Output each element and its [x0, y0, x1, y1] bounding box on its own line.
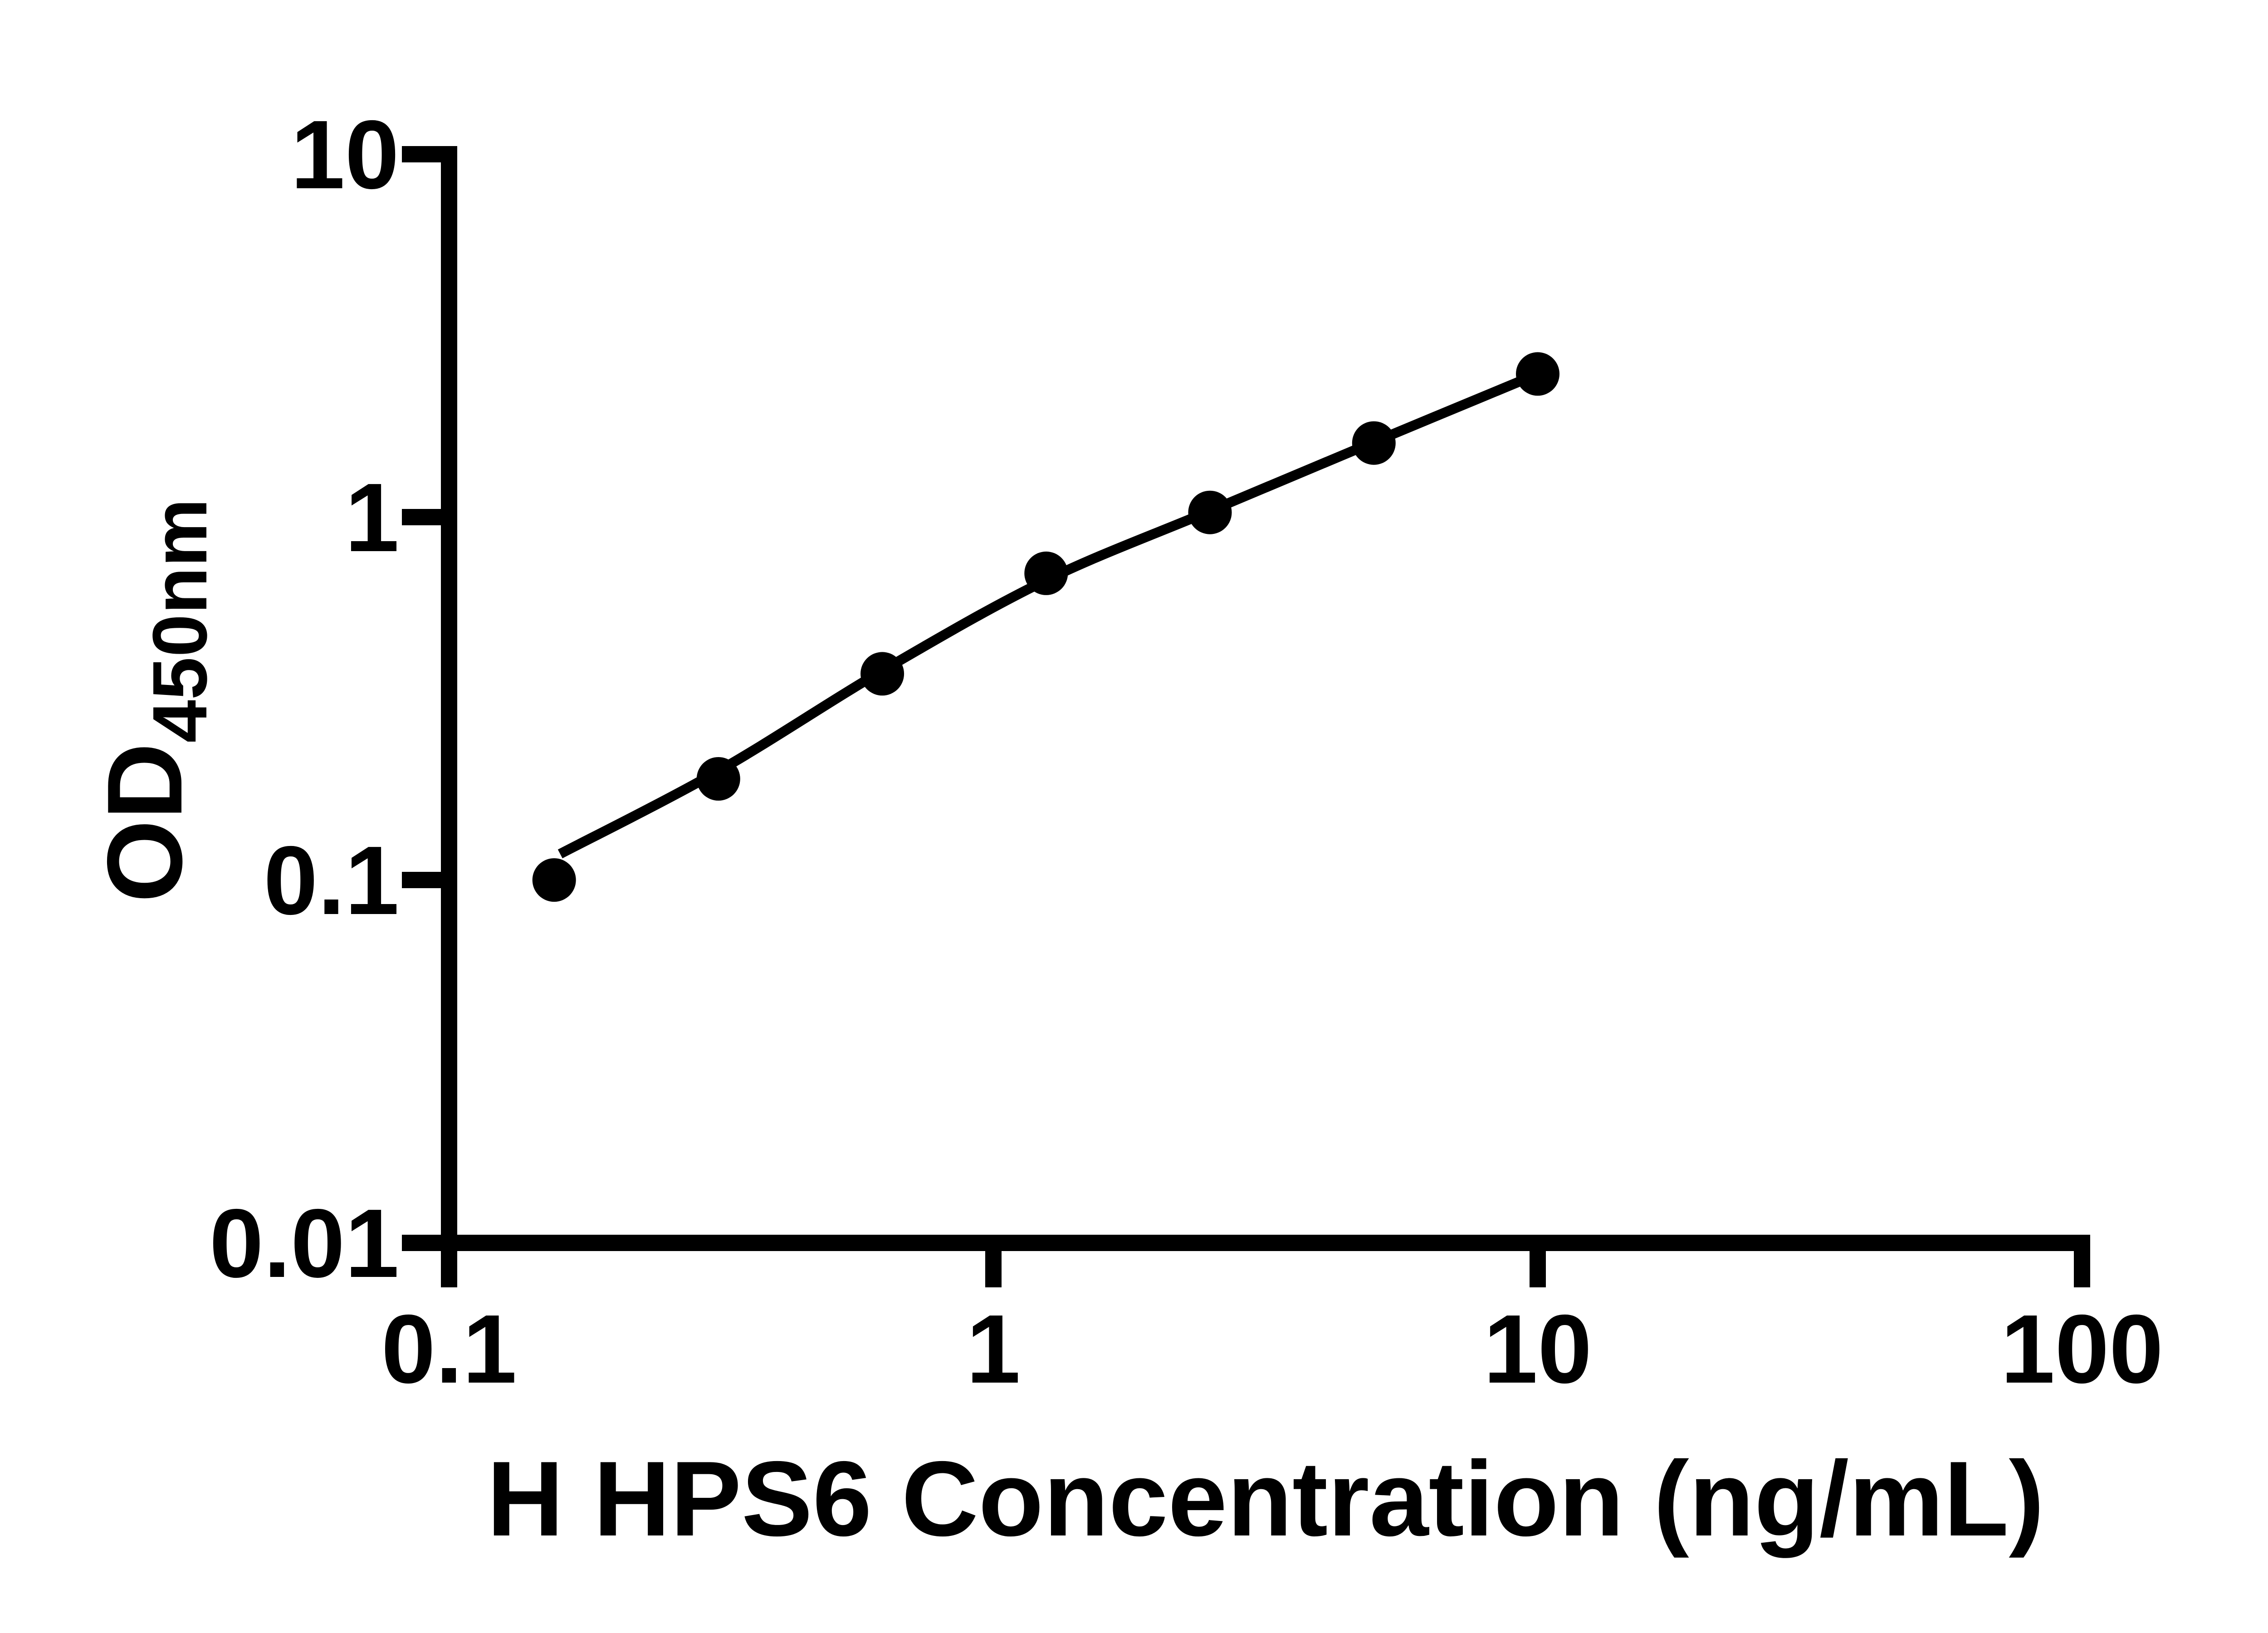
- y-tick-label: 1: [345, 463, 399, 572]
- x-tick-label: 1: [966, 1294, 1021, 1403]
- data-point: [696, 757, 740, 801]
- data-point: [1352, 421, 1396, 465]
- data-point: [1516, 352, 1559, 396]
- y-tick-label: 10: [291, 100, 399, 209]
- x-tick-label: 100: [2001, 1294, 2164, 1403]
- data-layer: [532, 352, 1559, 902]
- axes-layer: [441, 146, 2090, 1251]
- x-tick-label: 10: [1483, 1294, 1592, 1403]
- y-tick-label: 0.1: [264, 826, 399, 935]
- data-point: [860, 652, 904, 696]
- y-axis-title-main: OD: [85, 743, 204, 903]
- y-axis-title-sub: 450nm: [137, 499, 223, 743]
- x-tick-label: 0.1: [381, 1294, 517, 1403]
- data-point: [1024, 551, 1068, 595]
- data-point: [532, 858, 576, 902]
- axis-spine: [441, 146, 2090, 1251]
- x-axis-title: H HPS6 Concentration (ng/mL): [487, 1439, 2044, 1558]
- y-axis-title: OD450nm: [85, 499, 223, 903]
- data-point: [1188, 490, 1232, 534]
- y-tick-label: 0.01: [210, 1188, 399, 1298]
